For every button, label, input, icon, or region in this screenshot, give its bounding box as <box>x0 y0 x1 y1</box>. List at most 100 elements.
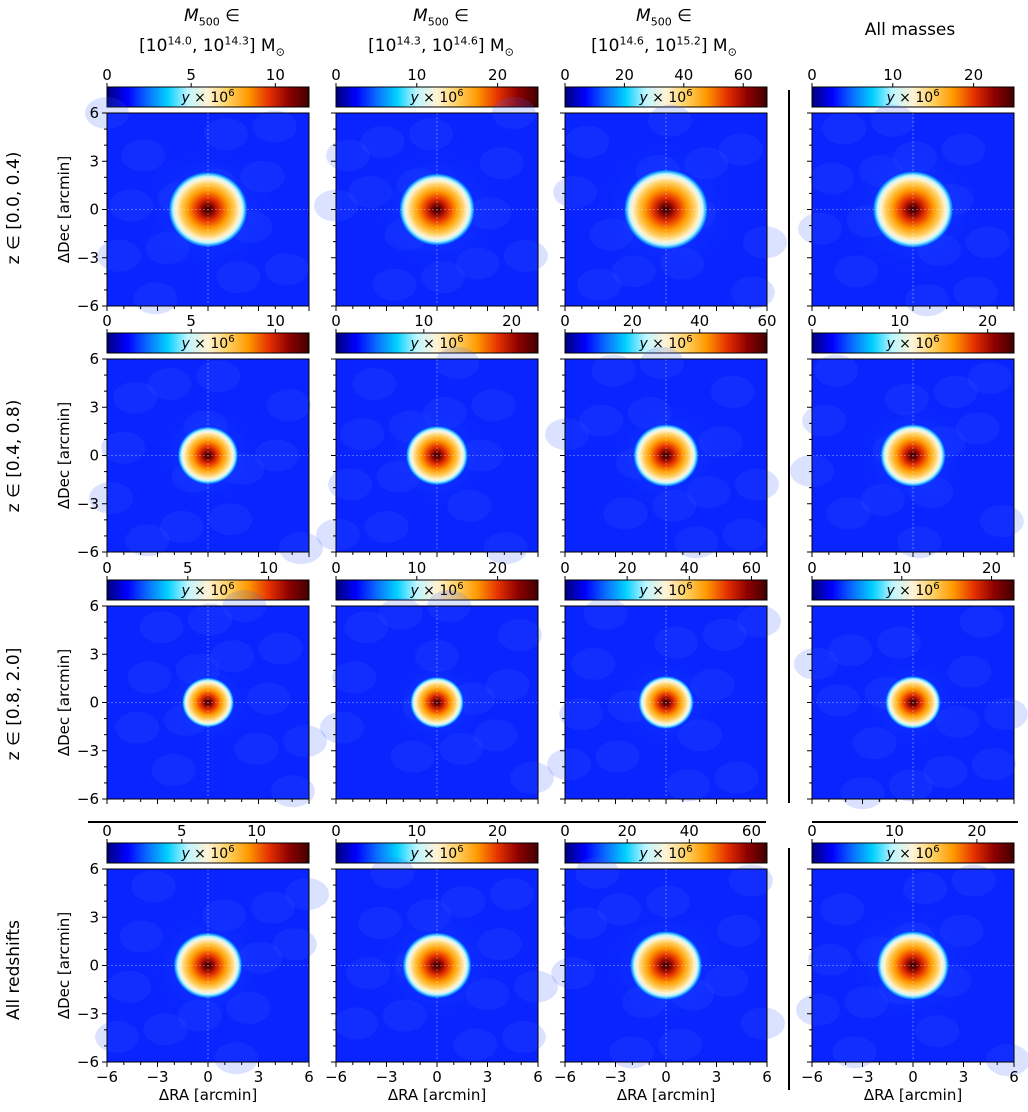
panel-r0-c1: 0 10 20 y × 106 <box>314 66 548 311</box>
x-tick-label: −6 <box>554 1068 576 1086</box>
background-fluctuation <box>609 1036 654 1069</box>
colorbar-tick-label: 0 <box>807 312 817 330</box>
y-tick-label: 3 <box>89 645 99 663</box>
background-fluctuation <box>326 139 371 172</box>
background-fluctuation <box>808 943 853 976</box>
x-tick-label: 3 <box>712 1068 722 1086</box>
background-fluctuation <box>139 611 184 644</box>
x-tick-label: 6 <box>1009 1068 1019 1086</box>
colorbar-tick-label: 0 <box>560 559 570 577</box>
background-fluctuation <box>923 755 968 788</box>
panel-r3-c1: 0 10 20 y × 106 −6 −3 0 3 6 ΔRA [arcmin] <box>325 822 558 1104</box>
panel-r3-c2: 0 20 40 60 y × 106 −6 −3 0 3 6 ΔRA [arcmin] <box>551 822 785 1104</box>
colorbar-tick-label: 0 <box>102 822 112 840</box>
colorbar <box>335 579 539 601</box>
colorbar-label: y × 106 <box>638 334 692 352</box>
background-fluctuation <box>143 1013 188 1046</box>
y-axis-label: ΔDec [arcmin] <box>55 912 73 1019</box>
background-fluctuation <box>870 104 915 137</box>
colorbar <box>564 86 768 108</box>
colorbar-label: y × 106 <box>885 88 939 106</box>
colorbar-tick-label: 10 <box>890 312 909 330</box>
panel-r0-c3: 0 10 20 y × 106 <box>798 66 1015 317</box>
background-fluctuation <box>509 761 554 794</box>
colorbar-tick-label: 60 <box>757 312 776 330</box>
colorbar-tick-label: 20 <box>488 559 507 577</box>
x-tick-label: −3 <box>851 1068 873 1086</box>
colorbar <box>811 579 1015 601</box>
background-fluctuation <box>553 176 598 209</box>
colorbar-tick-label: 0 <box>807 559 817 577</box>
background-fluctuation <box>822 112 867 145</box>
background-fluctuation <box>575 856 620 889</box>
colorbar-tick-label: 0 <box>331 66 341 84</box>
background-fluctuation <box>316 518 361 551</box>
background-fluctuation <box>714 761 759 794</box>
y-tick-label: −6 <box>77 790 99 808</box>
background-fluctuation <box>571 647 616 680</box>
colorbar-tick-label: 5 <box>186 66 196 84</box>
colorbar-tick-label: 0 <box>807 822 817 840</box>
background-fluctuation <box>258 632 303 665</box>
colorbar-tick-label: 5 <box>183 559 193 577</box>
y-tick-label: −3 <box>77 495 99 513</box>
colorbar-label: y × 106 <box>638 581 692 599</box>
background-fluctuation <box>133 282 178 315</box>
background-fluctuation <box>702 618 747 651</box>
background-fluctuation <box>278 532 323 565</box>
background-fluctuation <box>736 605 781 638</box>
colorbar-label: y × 106 <box>638 844 692 862</box>
background-fluctuation <box>832 1036 877 1069</box>
background-fluctuation <box>196 360 241 393</box>
colorbar-tick-label: 0 <box>807 66 817 84</box>
x-tick-label: −3 <box>375 1068 397 1086</box>
panel-r0-c0: 0 5 10 y × 106 −6 −3 0 3 6 ΔDec [arcmin] <box>55 66 310 315</box>
colorbar-tick-label: 60 <box>742 822 761 840</box>
column-title-all-masses: All masses <box>864 20 956 40</box>
background-fluctuation <box>503 239 548 272</box>
background-fluctuation <box>710 375 755 408</box>
background-fluctuation <box>816 684 861 717</box>
panel-r1-c2: 0 20 40 60 y × 106 <box>545 312 779 559</box>
y-tick-label: 3 <box>89 152 99 170</box>
background-fluctuation <box>252 110 297 143</box>
background-fluctuation <box>101 431 146 464</box>
colorbar-tick-label: 20 <box>978 312 997 330</box>
colorbar <box>811 842 1015 864</box>
x-axis-label: ΔRA [arcmin] <box>388 1086 486 1104</box>
y-tick-label: 3 <box>89 908 99 926</box>
background-fluctuation <box>501 1020 546 1053</box>
x-tick-label: 0 <box>203 1068 213 1086</box>
background-fluctuation <box>151 754 196 787</box>
background-fluctuation <box>658 1028 703 1061</box>
background-fluctuation <box>115 711 160 744</box>
background-fluctuation <box>370 856 415 889</box>
colorbar-tick-label: 5 <box>177 822 187 840</box>
colorbar <box>335 332 539 354</box>
background-fluctuation <box>794 647 839 680</box>
x-tick-label: −6 <box>801 1068 823 1086</box>
colorbar-label: y × 106 <box>885 844 939 862</box>
colorbar-tick-label: 20 <box>615 66 634 84</box>
panel-r2-c2: 0 20 40 60 y × 106 <box>547 559 781 804</box>
colorbar-tick-label: 20 <box>623 312 642 330</box>
y-tick-label: −3 <box>77 742 99 760</box>
background-fluctuation <box>147 368 192 401</box>
background-fluctuation <box>234 732 279 765</box>
background-fluctuation <box>435 346 480 379</box>
colorbar-tick-label: 60 <box>734 66 753 84</box>
background-fluctuation <box>352 368 397 401</box>
background-fluctuation <box>563 907 608 940</box>
y-axis-label: ΔDec [arcmin] <box>55 402 73 509</box>
colorbar-tick-label: 10 <box>407 559 426 577</box>
x-tick-label: −6 <box>96 1068 118 1086</box>
background-fluctuation <box>485 669 530 702</box>
background-fluctuation <box>131 870 176 903</box>
background-fluctuation <box>654 626 699 659</box>
background-fluctuation <box>489 878 534 911</box>
column-title-mass-low: M500 ∈ [1014.0, 1014.3] M⊙ <box>139 6 285 59</box>
colorbar-tick-label: 40 <box>680 822 699 840</box>
colorbar-label: y × 106 <box>180 581 234 599</box>
background-fluctuation <box>798 212 843 245</box>
panel-r0-c2: 0 20 40 60 y × 106 <box>553 66 787 311</box>
